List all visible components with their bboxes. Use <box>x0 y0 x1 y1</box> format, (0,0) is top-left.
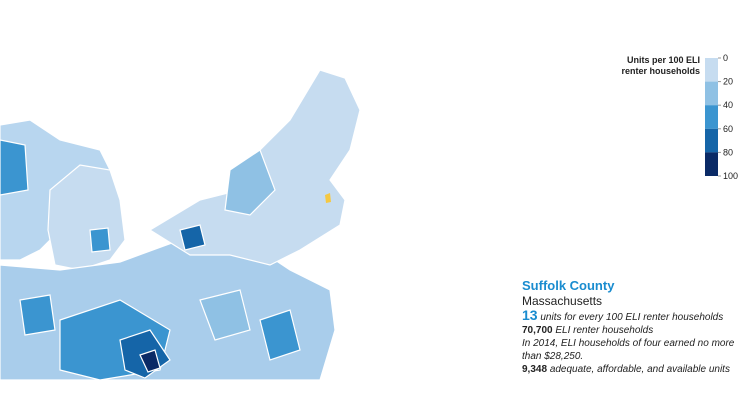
available-text: adequate, affordable, and available unit… <box>549 364 730 375</box>
legend-swatch <box>705 58 718 82</box>
legend-swatch <box>705 128 718 153</box>
region <box>19 294 56 336</box>
legend: 0 20 40 60 80 100 <box>705 53 738 181</box>
households-text: ELI renter households <box>555 325 654 336</box>
legend-tick-label: 40 <box>723 100 733 110</box>
legend-title: Units per 100 ELI renter households <box>621 55 700 76</box>
county-name: Suffolk County <box>522 278 615 293</box>
income-note-text: In 2014, ELI households of four earned n… <box>522 338 735 362</box>
income-note: In 2014, ELI households of four earned n… <box>522 337 750 363</box>
legend-swatch <box>705 152 718 176</box>
info-panel: Suffolk County Massachusetts 13 units fo… <box>522 278 750 376</box>
legend-tick-label: 100 <box>723 171 738 181</box>
available-number: 9,348 <box>522 364 548 375</box>
legend-tick-label: 80 <box>723 147 733 157</box>
units-number: 13 <box>522 307 538 323</box>
legend-swatch <box>705 105 718 129</box>
units-text: units for every 100 ELI renter household… <box>540 312 724 323</box>
legend-swatch <box>705 81 718 106</box>
legend-tick-label: 20 <box>723 77 733 87</box>
state-name: Massachusetts <box>522 294 603 308</box>
legend-tick-label: 60 <box>723 124 733 134</box>
map-regions <box>0 69 361 381</box>
region <box>179 224 206 251</box>
map <box>0 69 361 381</box>
legend-tick-label: 0 <box>723 53 728 63</box>
households-number: 70,700 <box>522 325 553 336</box>
region <box>139 349 161 373</box>
selected-county[interactable] <box>325 193 331 203</box>
households-line: 70,700 ELI renter households <box>522 324 750 337</box>
units-line: 13 units for every 100 ELI renter househ… <box>522 307 750 324</box>
region <box>89 227 111 253</box>
region <box>224 149 276 216</box>
region <box>0 139 29 196</box>
region <box>199 289 251 341</box>
region <box>259 309 301 361</box>
available-line: 9,348 adequate, affordable, and availabl… <box>522 363 750 376</box>
